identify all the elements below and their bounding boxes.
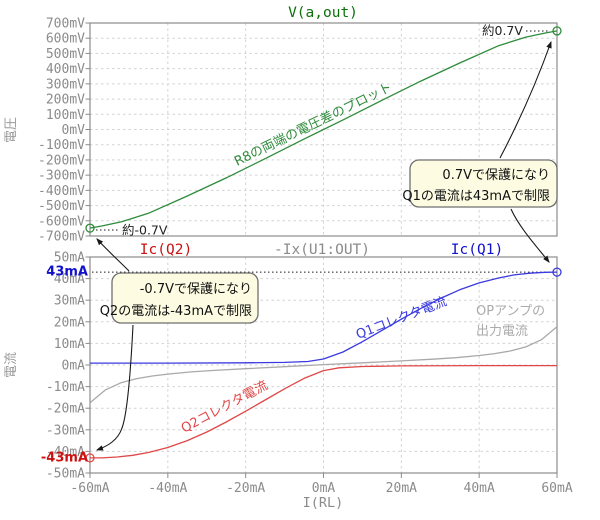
marker-circle <box>552 26 562 36</box>
curve-label-q2-collector: Q2コレクタ電流 <box>179 378 271 436</box>
y-tick-label: -500mV <box>38 199 85 214</box>
point-label-m0p7v: 約-0.7V <box>122 223 168 238</box>
annotation-q1-line1: 0.7Vで保護になり <box>442 167 550 183</box>
trace-icq1 <box>90 271 558 364</box>
y-axis-title-current: 電流 <box>4 352 19 378</box>
panel-frame <box>89 22 558 237</box>
y-axis-title-voltage: 電圧 <box>4 117 19 143</box>
trace-icq2 <box>90 364 557 459</box>
y-tick-label: 100mV <box>46 108 85 123</box>
marker-circle <box>85 223 95 233</box>
y-tick-label: -200mV <box>38 153 85 168</box>
chart-generated-layer: 700mV600mV500mV400mV300mV200mV100mV0mV-1… <box>38 17 573 497</box>
annotation-q1-line2: Q1の電流は43mAで制限 <box>402 189 550 204</box>
legend-ix-u1out: -Ix(U1:OUT) <box>274 242 370 258</box>
y-tick-label: 40mA <box>54 272 85 287</box>
legend-icq2: Ic(Q2) <box>140 242 192 258</box>
y-tick-label: -600mV <box>38 214 85 229</box>
x-tick-label: 20mA <box>386 481 417 496</box>
trace-ix-u1out <box>89 326 558 404</box>
y-tick-label: 50mA <box>54 251 85 266</box>
x-tick-label: 0mA <box>312 481 336 496</box>
y-tick-label: 10mA <box>54 337 85 352</box>
y-tick-label: -50mA <box>46 467 85 482</box>
y-tick-label: 200mV <box>46 93 85 108</box>
curve-label-r8-voltage: R8の両端の電圧差のプロット <box>232 80 394 169</box>
y-tick-label: 500mV <box>46 47 85 62</box>
y-tick-label: 30mA <box>54 294 85 309</box>
limit-label-43ma: 43mA <box>46 265 88 280</box>
y-tick-label: -400mV <box>38 184 85 199</box>
annotation-box-q2-limit <box>111 272 259 324</box>
y-tick-label: 20mA <box>54 315 85 330</box>
trace-vaout <box>89 30 558 229</box>
y-tick-label: 700mV <box>46 17 85 32</box>
limit-label-m43ma: -43mA <box>41 451 88 466</box>
chart-title: V(a,out) <box>288 5 358 21</box>
y-tick-label: 0mV <box>62 123 86 138</box>
arrow-right-down-to-blue-marker <box>510 208 550 263</box>
y-tick-label: 600mV <box>46 32 85 47</box>
y-tick-label: -300mV <box>38 169 85 184</box>
y-tick-label: 400mV <box>46 62 85 77</box>
y-tick-label: -10mA <box>46 380 85 395</box>
y-tick-label: 0mA <box>62 359 86 374</box>
marker-circle <box>85 453 95 463</box>
x-tick-label: -20mA <box>226 481 265 496</box>
annotation-q2-line1: -0.7Vで保護になり <box>140 281 252 297</box>
y-tick-label: -100mV <box>38 138 85 153</box>
annotation-box-q1-limit <box>409 159 558 208</box>
arrow-right-up-to-green-marker <box>499 40 552 159</box>
y-tick-label: -20mA <box>46 402 85 417</box>
x-tick-label: 60mA <box>541 481 572 496</box>
x-tick-label: -60mA <box>70 481 109 496</box>
x-tick-label: 40mA <box>464 481 495 496</box>
y-tick-label: -40mA <box>46 445 85 460</box>
curve-label-opamp-line2: 出力電流 <box>476 324 528 339</box>
y-tick-label: -30mA <box>46 423 85 438</box>
annotation-q2-line2: Q2の電流は-43mAで制限 <box>100 304 252 319</box>
point-label-0p7v: 約0.7V <box>482 23 523 38</box>
y-tick-label: -700mV <box>38 230 85 245</box>
curve-label-opamp-line1: OPアンプの <box>476 304 545 319</box>
marker-circle <box>552 267 562 277</box>
x-axis-title: I(RL) <box>303 495 344 511</box>
y-tick-label: 300mV <box>46 77 85 92</box>
arrow-left-up-to-green-marker <box>96 238 130 272</box>
x-tick-label: -40mA <box>148 481 187 496</box>
legend-icq1: Ic(Q1) <box>451 242 503 258</box>
arrow-left-down-to-red-marker <box>95 324 134 451</box>
